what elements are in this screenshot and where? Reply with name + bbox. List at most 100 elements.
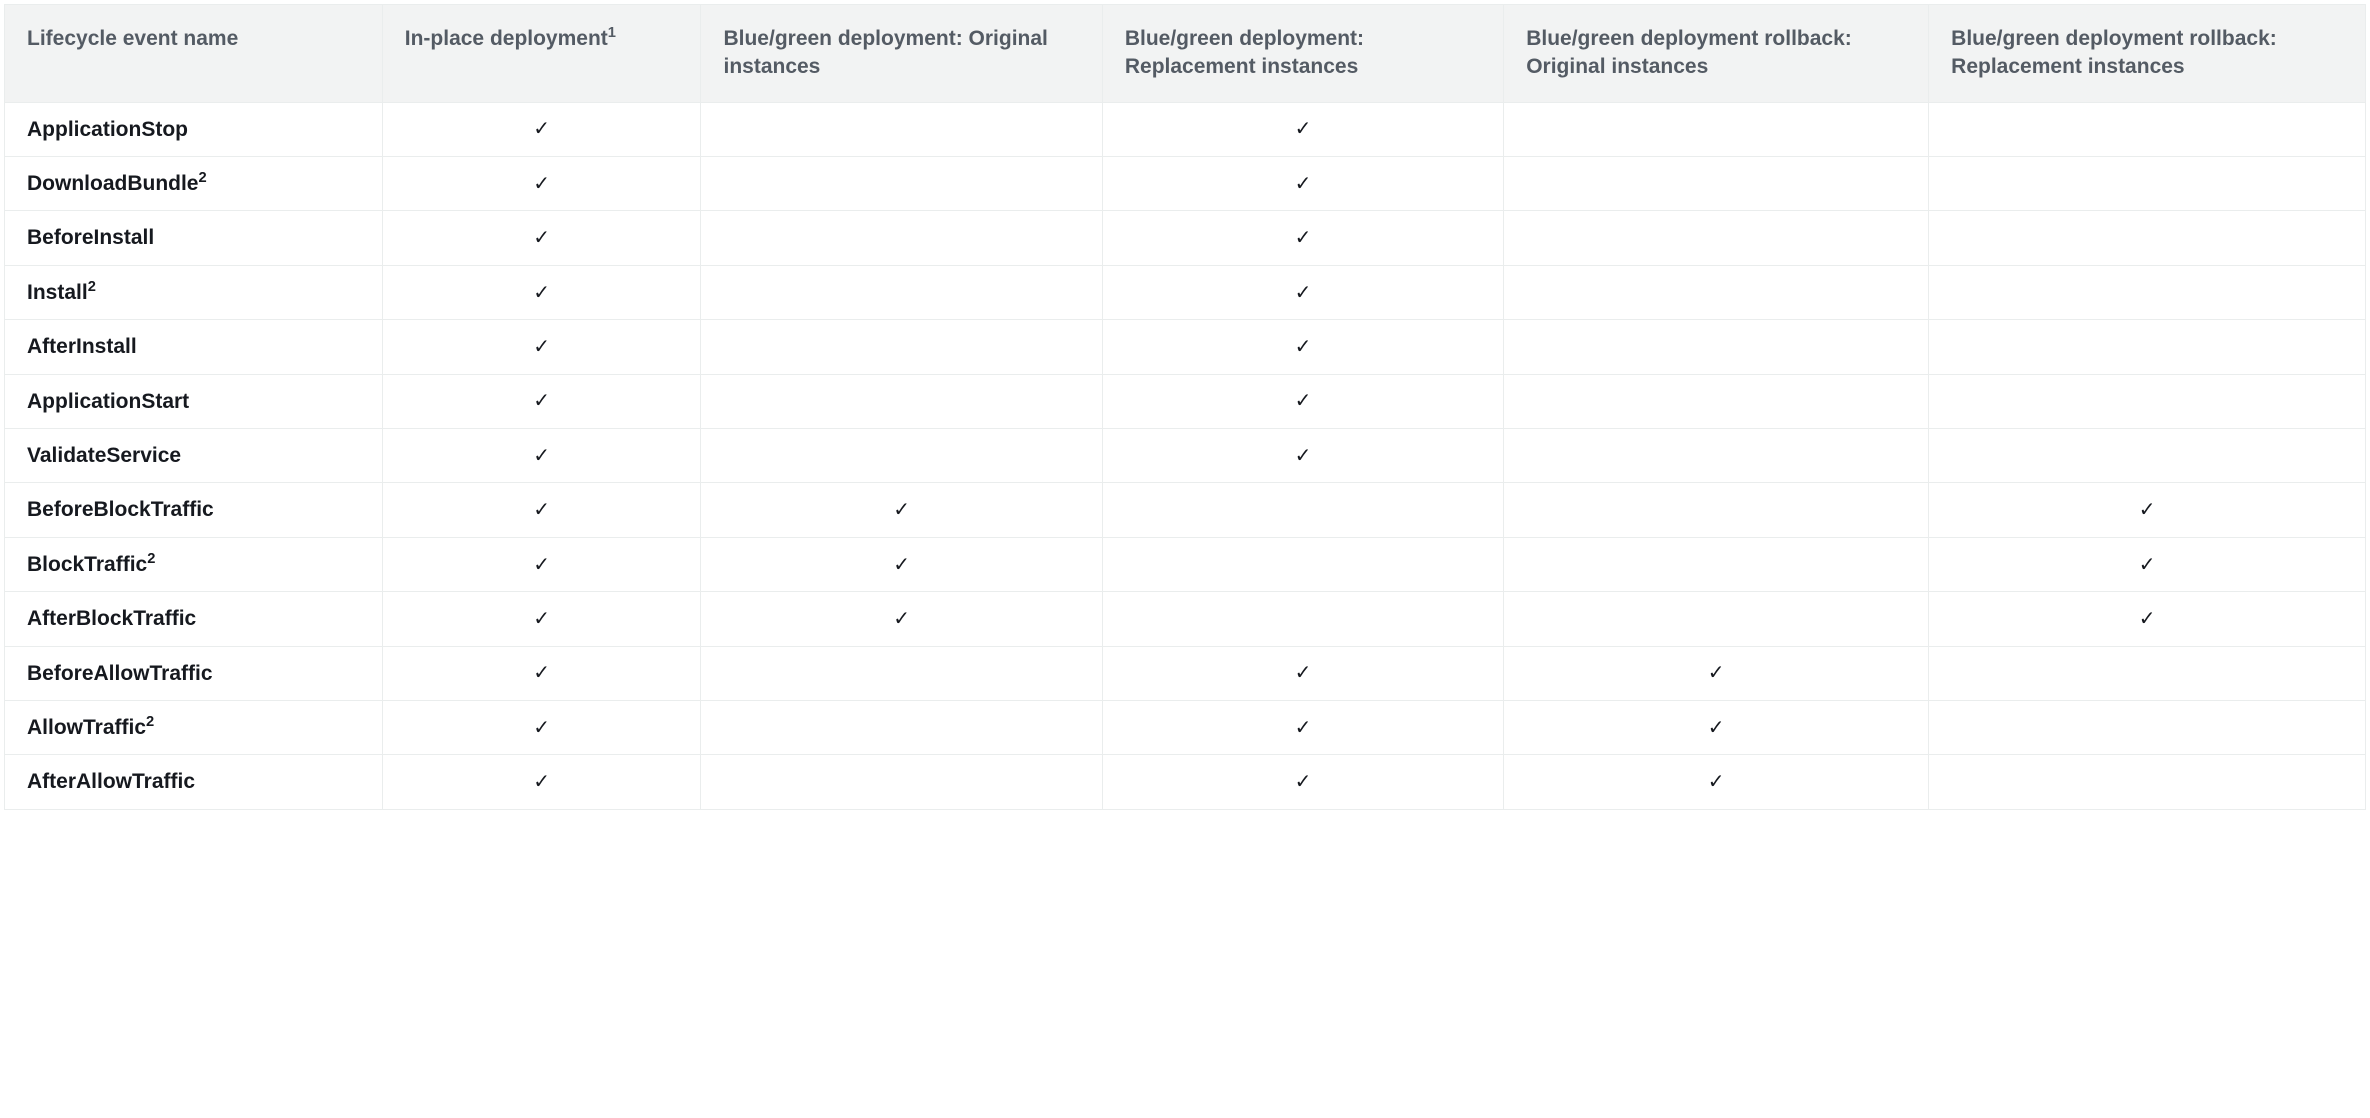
check-cell: ✓ xyxy=(382,537,701,591)
event-name-text: AfterAllowTraffic xyxy=(27,770,195,793)
table-row: AfterBlockTraffic✓✓✓ xyxy=(5,592,2366,646)
event-name-footnote: 2 xyxy=(88,279,96,295)
check-cell xyxy=(1929,646,2366,700)
table-row: AfterAllowTraffic ✓ ✓ ✓ xyxy=(5,755,2366,809)
check-cell: ✓ xyxy=(382,211,701,265)
check-cell: ✓ xyxy=(1102,211,1503,265)
check-cell: ✓ xyxy=(1504,700,1929,754)
check-cell: ✓ xyxy=(1929,592,2366,646)
checkmark-icon: ✓ xyxy=(1295,173,1312,195)
checkmark-icon: ✓ xyxy=(1295,771,1312,793)
event-name-text: Install xyxy=(27,281,88,304)
checkmark-icon: ✓ xyxy=(533,282,550,304)
table-row: Install2 ✓ ✓ xyxy=(5,265,2366,319)
checkmark-icon: ✓ xyxy=(533,118,550,140)
checkmark-icon: ✓ xyxy=(533,227,550,249)
check-cell: ✓ xyxy=(1102,429,1503,483)
check-cell: ✓ xyxy=(701,537,1102,591)
lifecycle-event-name: AfterAllowTraffic xyxy=(5,755,383,809)
check-cell xyxy=(1504,320,1929,374)
event-name-text: BeforeInstall xyxy=(27,226,154,249)
table-row: BlockTraffic2 ✓ ✓ ✓ xyxy=(5,537,2366,591)
event-name-footnote: 2 xyxy=(199,170,207,186)
lifecycle-events-table: Lifecycle event nameIn-place deployment1… xyxy=(4,4,2366,810)
column-header: Blue/green deployment rollback: Original… xyxy=(1504,5,1929,103)
table-row: AfterInstall✓✓ xyxy=(5,320,2366,374)
checkmark-icon: ✓ xyxy=(2139,554,2156,576)
checkmark-icon: ✓ xyxy=(533,445,550,467)
checkmark-icon: ✓ xyxy=(533,499,550,521)
event-name-text: DownloadBundle xyxy=(27,172,199,195)
checkmark-icon: ✓ xyxy=(533,771,550,793)
table-row: DownloadBundle2 ✓ ✓ xyxy=(5,157,2366,211)
check-cell xyxy=(1929,265,2366,319)
check-cell xyxy=(701,211,1102,265)
checkmark-icon: ✓ xyxy=(1295,662,1312,684)
check-cell: ✓ xyxy=(1929,483,2366,537)
check-cell xyxy=(701,700,1102,754)
checkmark-icon: ✓ xyxy=(533,717,550,739)
check-cell xyxy=(701,646,1102,700)
table-row: BeforeBlockTraffic ✓ ✓ ✓ xyxy=(5,483,2366,537)
lifecycle-event-name: ValidateService xyxy=(5,429,383,483)
event-name-text: AfterInstall xyxy=(27,335,137,358)
event-name-footnote: 2 xyxy=(146,714,154,730)
check-cell xyxy=(1504,429,1929,483)
check-cell: ✓ xyxy=(382,700,701,754)
table-row: ApplicationStart✓✓ xyxy=(5,374,2366,428)
check-cell: ✓ xyxy=(1102,646,1503,700)
check-cell: ✓ xyxy=(382,646,701,700)
table-header-row: Lifecycle event nameIn-place deployment1… xyxy=(5,5,2366,103)
checkmark-icon: ✓ xyxy=(1708,771,1725,793)
column-header-label: Blue/green deployment rollback: Original… xyxy=(1526,27,1852,78)
check-cell: ✓ xyxy=(701,592,1102,646)
check-cell xyxy=(701,429,1102,483)
checkmark-icon: ✓ xyxy=(533,173,550,195)
lifecycle-event-name: BeforeAllowTraffic xyxy=(5,646,383,700)
lifecycle-event-name: AfterInstall xyxy=(5,320,383,374)
column-header: Lifecycle event name xyxy=(5,5,383,103)
checkmark-icon: ✓ xyxy=(893,608,910,630)
checkmark-icon: ✓ xyxy=(1295,282,1312,304)
checkmark-icon: ✓ xyxy=(1295,445,1312,467)
lifecycle-event-name: Install2 xyxy=(5,265,383,319)
check-cell xyxy=(701,265,1102,319)
checkmark-icon: ✓ xyxy=(1295,717,1312,739)
check-cell: ✓ xyxy=(1102,157,1503,211)
checkmark-icon: ✓ xyxy=(1708,662,1725,684)
check-cell: ✓ xyxy=(382,157,701,211)
column-header: Blue/green deployment rollback: Replacem… xyxy=(1929,5,2366,103)
check-cell: ✓ xyxy=(382,483,701,537)
check-cell: ✓ xyxy=(382,429,701,483)
event-name-text: AllowTraffic xyxy=(27,716,146,739)
check-cell: ✓ xyxy=(1929,537,2366,591)
event-name-text: BeforeAllowTraffic xyxy=(27,662,213,685)
check-cell: ✓ xyxy=(1102,265,1503,319)
lifecycle-event-name: BeforeBlockTraffic xyxy=(5,483,383,537)
check-cell: ✓ xyxy=(701,483,1102,537)
lifecycle-event-name: BeforeInstall xyxy=(5,211,383,265)
check-cell: ✓ xyxy=(382,102,701,156)
check-cell xyxy=(701,157,1102,211)
check-cell xyxy=(1929,211,2366,265)
column-header-label: Lifecycle event name xyxy=(27,27,238,50)
check-cell xyxy=(1504,537,1929,591)
lifecycle-event-name: BlockTraffic2 xyxy=(5,537,383,591)
check-cell xyxy=(1929,102,2366,156)
table-row: BeforeAllowTraffic ✓ ✓ ✓ xyxy=(5,646,2366,700)
check-cell xyxy=(1504,483,1929,537)
checkmark-icon: ✓ xyxy=(1708,717,1725,739)
table-row: ValidateService ✓ ✓ xyxy=(5,429,2366,483)
check-cell xyxy=(1929,374,2366,428)
checkmark-icon: ✓ xyxy=(533,390,550,412)
column-header: Blue/green deployment: Original instance… xyxy=(701,5,1102,103)
check-cell xyxy=(1102,483,1503,537)
check-cell xyxy=(1504,265,1929,319)
event-name-text: AfterBlockTraffic xyxy=(27,607,196,630)
check-cell xyxy=(1504,102,1929,156)
check-cell: ✓ xyxy=(1102,374,1503,428)
checkmark-icon: ✓ xyxy=(533,554,550,576)
check-cell xyxy=(701,755,1102,809)
checkmark-icon: ✓ xyxy=(2139,608,2156,630)
event-name-text: ValidateService xyxy=(27,444,181,467)
